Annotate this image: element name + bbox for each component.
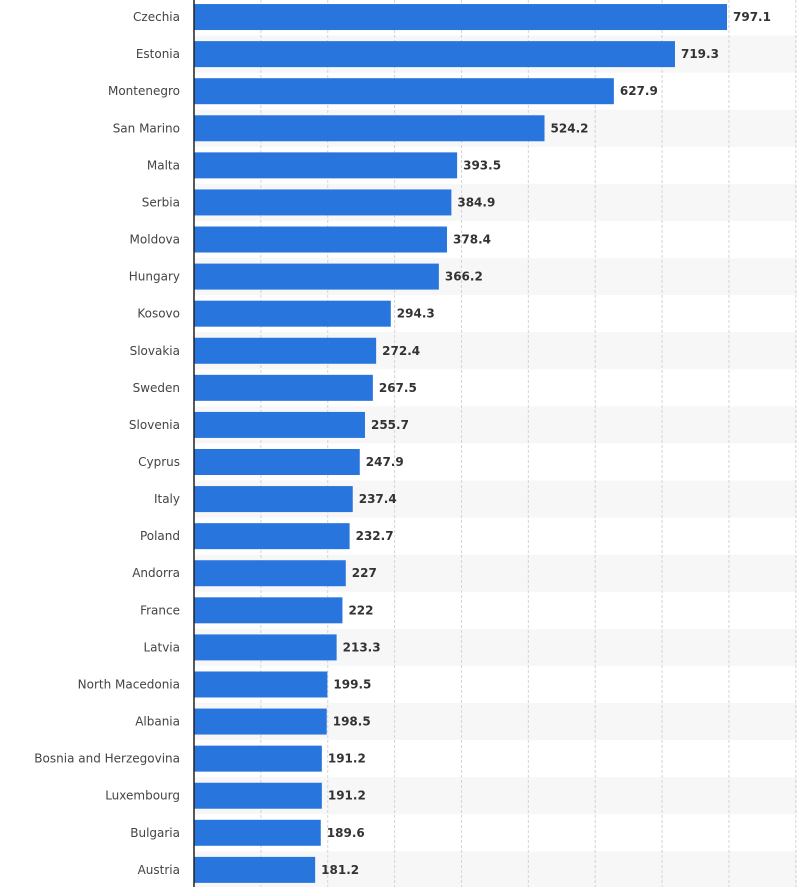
category-label: Austria — [138, 863, 180, 877]
bar — [194, 708, 327, 735]
category-label: Latvia — [143, 640, 180, 654]
category-label: Serbia — [142, 195, 180, 209]
bar — [194, 78, 614, 105]
category-label: Bulgaria — [130, 826, 180, 840]
category-label: San Marino — [113, 121, 180, 135]
value-label: 627.9 — [620, 84, 658, 98]
value-label: 294.3 — [397, 307, 435, 321]
category-label: Hungary — [129, 270, 180, 284]
bar — [194, 411, 365, 438]
bar — [194, 152, 458, 179]
bar — [194, 597, 343, 624]
value-label: 267.5 — [379, 381, 417, 395]
value-label: 393.5 — [463, 158, 501, 172]
bar — [194, 115, 545, 142]
bar — [194, 634, 337, 661]
bar — [194, 523, 350, 550]
value-label: 222 — [348, 603, 373, 617]
bar — [194, 745, 322, 772]
bar — [194, 671, 328, 698]
bars — [194, 4, 727, 883]
category-labels: Czechia Estonia Montenegro San Marino Malta S… — [34, 10, 180, 877]
value-label: 378.4 — [453, 233, 491, 247]
category-label: Italy — [154, 492, 180, 506]
value-label: 213.3 — [343, 640, 381, 654]
bar — [194, 374, 373, 401]
category-label: Montenegro — [108, 84, 180, 98]
value-label: 199.5 — [333, 677, 371, 691]
value-label: 384.9 — [457, 195, 495, 209]
value-labels: 797.1 719.3 627.9 524.2 393.5 384.9 378.4 366.2… — [321, 10, 771, 877]
value-label: 719.3 — [681, 47, 719, 61]
category-label: Kosovo — [137, 307, 180, 321]
gridlines — [260, 0, 797, 887]
category-label: Slovakia — [130, 344, 180, 358]
value-label: 366.2 — [445, 270, 483, 284]
category-label: North Macedonia — [78, 677, 180, 691]
value-label: 247.9 — [366, 455, 404, 469]
bar — [194, 4, 727, 31]
value-label: 272.4 — [382, 344, 420, 358]
bar — [194, 449, 360, 475]
bar — [194, 337, 377, 364]
value-label: 191.2 — [328, 789, 366, 803]
category-label: Luxembourg — [105, 789, 180, 803]
category-label: Albania — [135, 715, 180, 729]
value-label: 191.2 — [328, 752, 366, 766]
bar — [194, 486, 353, 513]
category-label: Moldova — [130, 233, 180, 247]
bar — [194, 189, 452, 216]
category-label: Sweden — [133, 381, 180, 395]
category-label: Malta — [147, 158, 180, 172]
value-label: 181.2 — [321, 863, 359, 877]
bar — [194, 560, 346, 587]
value-label: 198.5 — [333, 715, 371, 729]
category-label: Estonia — [136, 47, 180, 61]
value-label: 797.1 — [733, 10, 771, 24]
value-label: 524.2 — [551, 121, 589, 135]
bar — [194, 263, 439, 290]
category-label: Slovenia — [129, 418, 180, 432]
value-label: 227 — [352, 566, 377, 580]
value-label: 237.4 — [359, 492, 397, 506]
bar — [194, 226, 448, 253]
category-label: Andorra — [132, 566, 180, 580]
category-label: France — [140, 603, 180, 617]
value-label: 189.6 — [327, 826, 365, 840]
bar — [194, 782, 322, 809]
bar — [194, 41, 675, 68]
category-label: Bosnia and Herzegovina — [34, 752, 180, 766]
bar — [194, 300, 391, 327]
value-label: 232.7 — [356, 529, 394, 543]
bar — [194, 856, 316, 883]
bar — [194, 819, 321, 846]
category-label: Poland — [140, 529, 180, 543]
category-label: Czechia — [133, 10, 180, 24]
value-label: 255.7 — [371, 418, 409, 432]
category-label: Cyprus — [138, 455, 180, 469]
